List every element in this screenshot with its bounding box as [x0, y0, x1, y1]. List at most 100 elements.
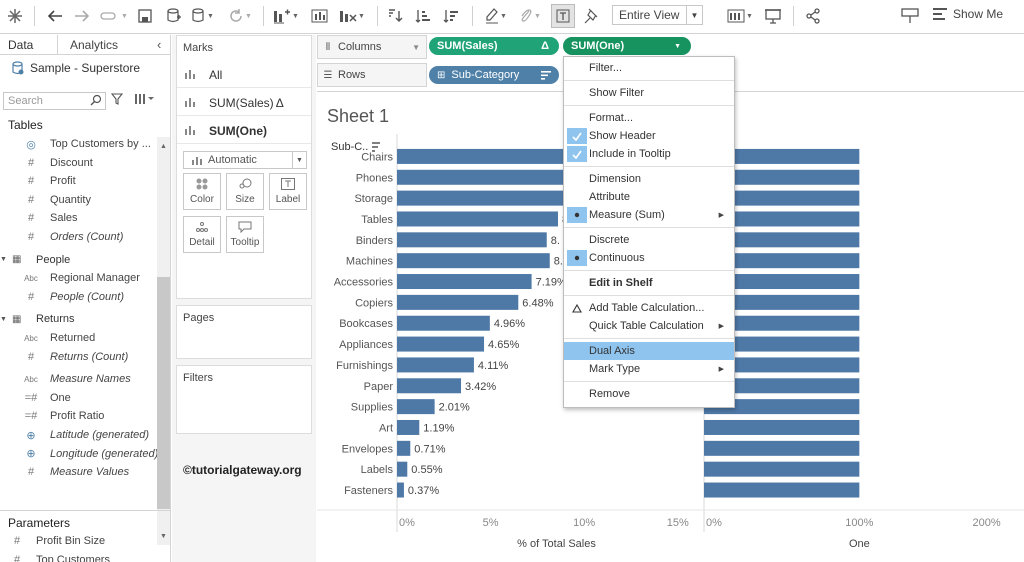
- parameter-item[interactable]: # Top Customers: [0, 551, 160, 562]
- menu-item-filter[interactable]: Filter...: [564, 59, 734, 77]
- clear-sheet-icon[interactable]: ▼: [336, 4, 368, 28]
- undo-icon[interactable]: [44, 4, 66, 28]
- sort-descending-icon[interactable]: [440, 4, 462, 28]
- scrollbar[interactable]: ▲ ▼: [157, 137, 170, 545]
- chevron-down-icon: ▼: [412, 42, 420, 52]
- pill-sum-one[interactable]: SUM(One) ▼: [563, 37, 691, 55]
- show-mark-labels-icon[interactable]: [551, 4, 575, 28]
- fit-dropdown[interactable]: Entire View ▼: [612, 5, 703, 25]
- menu-item-add-table-calculation[interactable]: Add Table Calculation...: [564, 299, 734, 317]
- field-item[interactable]: # Quantity: [0, 191, 160, 209]
- replay-animation-icon[interactable]: ▼: [98, 4, 130, 28]
- pill-sub-category[interactable]: ⊞ Sub-Category: [429, 66, 559, 84]
- scroll-down-icon[interactable]: ▼: [160, 533, 167, 540]
- presentation-mode-icon[interactable]: [762, 4, 784, 28]
- bar-sales: [397, 274, 532, 290]
- field-item[interactable]: # Discount: [0, 154, 160, 172]
- collapse-pane-icon[interactable]: ‹: [157, 37, 162, 52]
- group-people[interactable]: ▼ ▦ People: [0, 251, 160, 269]
- axis1-title: % of Total Sales: [517, 538, 596, 550]
- pages-card[interactable]: Pages: [176, 305, 312, 359]
- search-input[interactable]: Search: [3, 92, 106, 110]
- marks-row-sum-one[interactable]: SUM(One): [177, 118, 311, 144]
- menu-item-mark-type[interactable]: Mark Type ▶: [564, 360, 734, 378]
- menu-item-dimension[interactable]: Dimension: [564, 170, 734, 188]
- new-datasource-icon[interactable]: [164, 4, 184, 28]
- marks-row-sum-sales[interactable]: SUM(Sales) Δ: [177, 90, 311, 116]
- color-button[interactable]: Color: [183, 173, 221, 210]
- field-item[interactable]: # Profit: [0, 172, 160, 190]
- share-icon[interactable]: [802, 4, 824, 28]
- marks-row-all[interactable]: All: [177, 62, 311, 88]
- field-item[interactable]: ⊕ Latitude (generated): [0, 426, 160, 444]
- tooltip-button[interactable]: Tooltip: [226, 216, 264, 253]
- field-item[interactable]: # Orders (Count): [0, 228, 160, 246]
- label-label: Label: [275, 194, 301, 205]
- pill-sum-sales[interactable]: SUM(Sales) Δ: [429, 37, 559, 55]
- field-item[interactable]: Abc Measure Names: [0, 370, 160, 388]
- field-item[interactable]: # Returns (Count): [0, 348, 160, 366]
- menu-item-format[interactable]: Format...: [564, 109, 734, 127]
- menu-item-quick-table-calculation[interactable]: Quick Table Calculation ▶: [564, 317, 734, 335]
- tableau-logo-icon[interactable]: [4, 4, 26, 28]
- category-label: Appliances: [339, 339, 393, 351]
- save-icon[interactable]: [135, 4, 155, 28]
- menu-item-show-filter[interactable]: Show Filter: [564, 84, 734, 102]
- data-label: 0.71%: [414, 443, 445, 455]
- field-item[interactable]: =# One: [0, 389, 160, 407]
- menu-item-show-header[interactable]: Show Header: [564, 127, 734, 145]
- view-mode-icon[interactable]: [135, 94, 155, 104]
- calc-type-icon: =#: [24, 410, 38, 423]
- tab-analytics[interactable]: Analytics: [70, 38, 119, 52]
- tab-data[interactable]: Data: [8, 38, 34, 52]
- datasource-item[interactable]: Sample - Superstore: [12, 61, 140, 75]
- menu-item-measure-sum[interactable]: Measure (Sum) ▶: [564, 206, 734, 224]
- menu-item-continuous[interactable]: Continuous: [564, 249, 734, 267]
- swap-rows-columns-icon[interactable]: [384, 4, 406, 28]
- label-button[interactable]: Label: [269, 173, 307, 210]
- parameter-item[interactable]: # Profit Bin Size: [0, 532, 160, 550]
- menu-item-remove[interactable]: Remove: [564, 385, 734, 403]
- tooltip-pin-icon[interactable]: [898, 4, 922, 28]
- scroll-thumb[interactable]: [157, 277, 170, 509]
- menu-item-label: Remove: [589, 388, 630, 400]
- field-item[interactable]: # People (Count): [0, 288, 160, 306]
- field-item[interactable]: =# Profit Ratio: [0, 407, 160, 425]
- set-type-icon: ◎: [26, 138, 36, 151]
- menu-item-discrete[interactable]: Discrete: [564, 231, 734, 249]
- filters-card[interactable]: Filters: [176, 365, 312, 434]
- field-item[interactable]: Abc Regional Manager: [0, 269, 160, 287]
- new-worksheet-icon[interactable]: ▼: [270, 4, 302, 28]
- menu-item-dual-axis[interactable]: Dual Axis: [564, 342, 734, 360]
- bar-one: [704, 399, 860, 415]
- size-button[interactable]: Size: [226, 173, 264, 210]
- filters-title: Filters: [183, 372, 213, 384]
- show-me-button[interactable]: Show Me: [933, 7, 1003, 21]
- field-item[interactable]: # Measure Values: [0, 463, 160, 481]
- scroll-up-icon[interactable]: ▲: [160, 143, 167, 150]
- duplicate-sheet-icon[interactable]: [309, 4, 331, 28]
- field-item[interactable]: # Sales: [0, 209, 160, 227]
- mark-type-dropdown[interactable]: Automatic ▼: [183, 151, 307, 169]
- show-cards-icon[interactable]: ▼: [724, 4, 756, 28]
- refresh-icon[interactable]: ▼: [225, 4, 255, 28]
- category-label: Labels: [361, 464, 394, 476]
- fix-axes-pin-icon[interactable]: [580, 4, 602, 28]
- field-item[interactable]: Abc Returned: [0, 329, 160, 347]
- group-members-icon[interactable]: ▼: [515, 4, 545, 28]
- pause-updates-icon[interactable]: ▼: [190, 4, 216, 28]
- redo-icon[interactable]: [71, 4, 93, 28]
- menu-item-attribute[interactable]: Attribute: [564, 188, 734, 206]
- radio-dot-icon: [567, 250, 587, 266]
- sort-ascending-icon[interactable]: [412, 4, 434, 28]
- menu-item-edit-in-shelf[interactable]: Edit in Shelf: [564, 274, 734, 292]
- filter-icon[interactable]: [111, 93, 123, 105]
- field-item[interactable]: ⊕ Longitude (generated): [0, 445, 160, 463]
- menu-item-include-in-tooltip[interactable]: Include in Tooltip: [564, 145, 734, 163]
- highlight-icon[interactable]: ▼: [480, 4, 512, 28]
- sheet-title[interactable]: Sheet 1: [327, 106, 390, 126]
- detail-button[interactable]: Detail: [183, 216, 221, 253]
- field-item[interactable]: ◎ Top Customers by ...: [0, 135, 160, 153]
- group-returns[interactable]: ▼ ▦ Returns: [0, 310, 160, 328]
- sort-icon: [372, 142, 380, 152]
